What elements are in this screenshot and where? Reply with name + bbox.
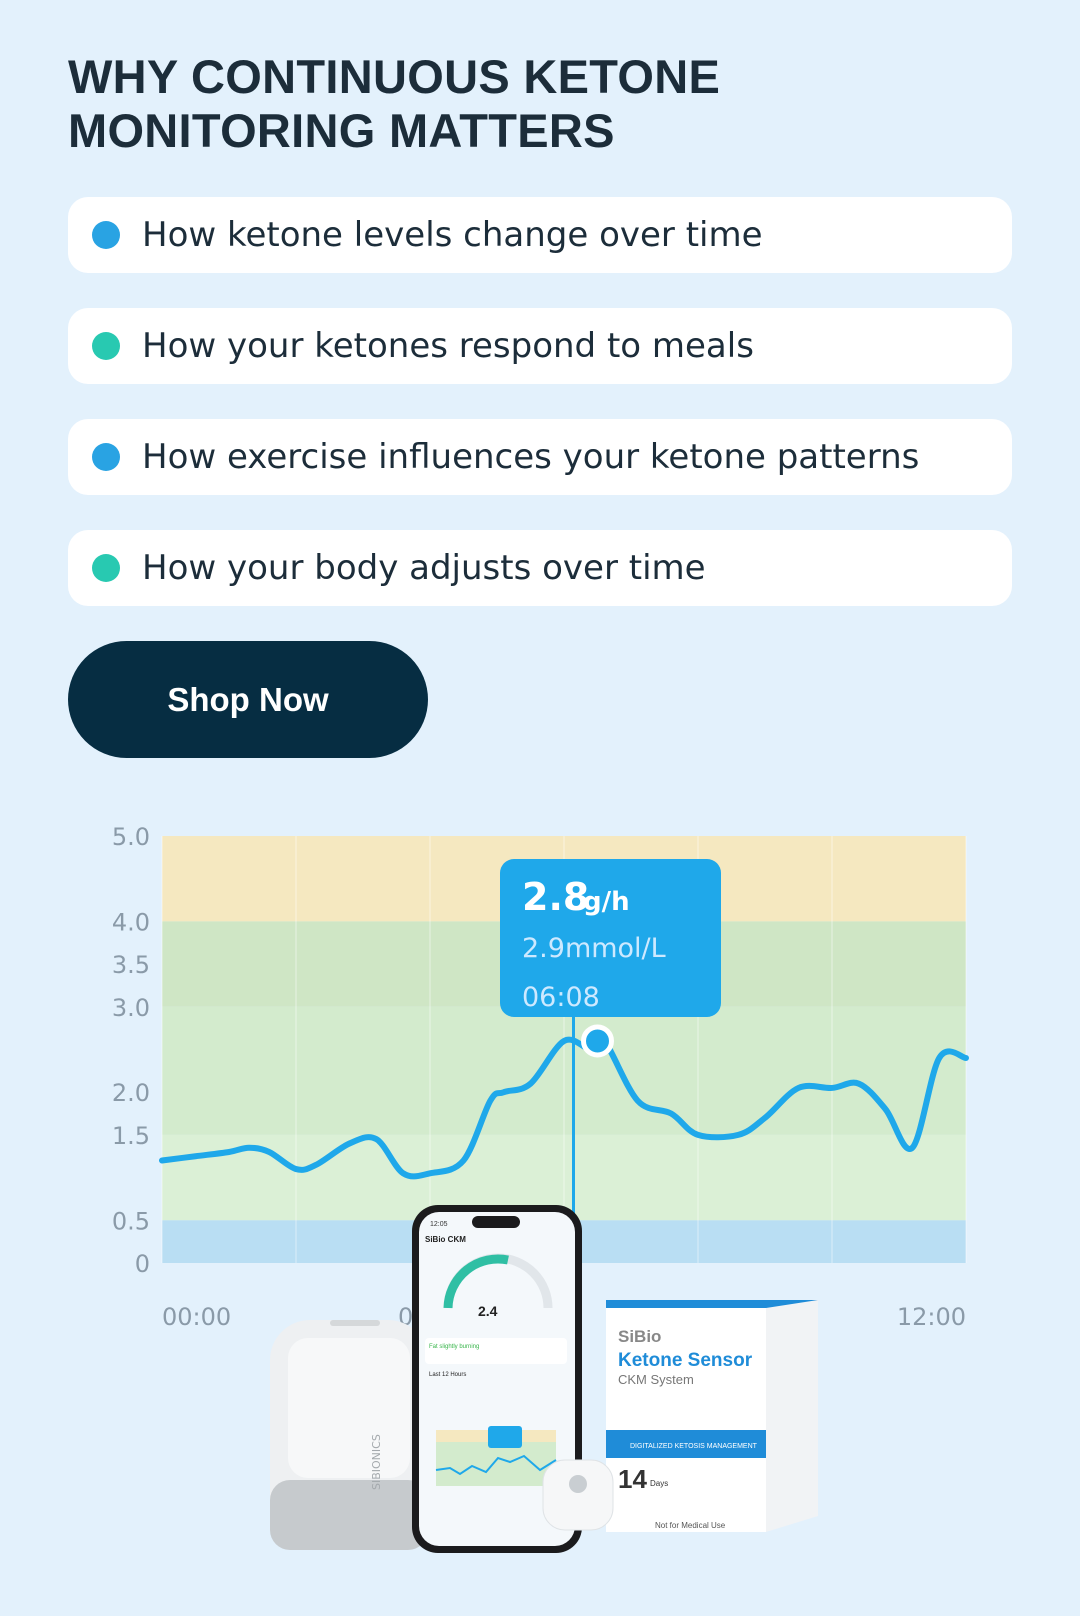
tooltip-value: 2.8 xyxy=(522,875,589,919)
highlight-point xyxy=(581,1024,614,1058)
series-line xyxy=(159,1035,969,1180)
bullet-card: How your ketones respond to meals xyxy=(68,308,1012,384)
y-tick-label: 1.5 xyxy=(112,1122,150,1150)
phone-reading: 2.4 xyxy=(478,1303,498,1319)
y-tick-label: 3.5 xyxy=(112,951,150,979)
x-tick-label: 00:00 xyxy=(162,1303,231,1331)
box-subtitle: CKM System xyxy=(618,1372,694,1387)
tooltip-time: 06:08 xyxy=(522,982,600,1013)
tooltip xyxy=(500,859,721,1017)
sensor-patch xyxy=(542,1459,614,1531)
sensor-box: SiBio Ketone Sensor CKM System DIGITALIZ… xyxy=(606,1300,818,1532)
reader-device: SIBIONICS xyxy=(270,1320,428,1550)
bullet-dot xyxy=(92,332,120,360)
y-tick-label: 0 xyxy=(135,1250,150,1278)
tooltip-unit: g/h xyxy=(583,887,630,917)
box-footer: Not for Medical Use xyxy=(655,1521,726,1530)
y-tick-label: 0.5 xyxy=(112,1207,150,1235)
phone: 12:05 SiBio CKM 2.4 Fat slightly burning… xyxy=(412,1205,582,1553)
bullet-text: How your ketones respond to meals xyxy=(142,326,754,366)
phone-time: 12:05 xyxy=(430,1221,448,1228)
bullet-card: How your body adjusts over time xyxy=(68,530,1012,606)
page-title: WHY CONTINUOUS KETONE MONITORING MATTERS xyxy=(68,50,721,157)
tooltip-mmol: 2.9mmol/L xyxy=(522,933,666,964)
x-tick-label: 12:00 xyxy=(897,1303,966,1331)
phone-range: Last 12 Hours xyxy=(429,1372,466,1378)
y-tick-label: 5.0 xyxy=(112,823,150,851)
product-illustration: SIBIONICS SiBio Ketone Sensor CKM System… xyxy=(270,1205,818,1553)
bullet-dot xyxy=(92,221,120,249)
bullet-card: How ketone levels change over time xyxy=(68,197,1012,273)
bullet-dot xyxy=(92,443,120,471)
y-tick-label: 3.0 xyxy=(112,994,150,1022)
box-title: Ketone Sensor xyxy=(618,1350,753,1371)
bullet-text: How exercise influences your ketone patt… xyxy=(142,437,920,477)
bullet-text: How ketone levels change over time xyxy=(142,215,763,255)
shop-now-button[interactable]: Shop Now xyxy=(68,641,428,758)
box-days-unit: Days xyxy=(650,1479,668,1488)
phone-status: Fat slightly burning xyxy=(429,1344,479,1350)
bullet-dot xyxy=(92,554,120,582)
box-days: 14 xyxy=(618,1464,647,1494)
bullet-text: How your body adjusts over time xyxy=(142,548,706,588)
y-tick-label: 4.0 xyxy=(112,908,150,936)
phone-app-name: SiBio CKM xyxy=(425,1235,466,1244)
bullet-card: How exercise influences your ketone patt… xyxy=(68,419,1012,495)
box-band: DIGITALIZED KETOSIS MANAGEMENT xyxy=(630,1443,758,1450)
y-tick-label: 2.0 xyxy=(112,1079,150,1107)
box-brand: SiBio xyxy=(618,1327,661,1346)
reader-brand: SIBIONICS xyxy=(370,1434,383,1490)
